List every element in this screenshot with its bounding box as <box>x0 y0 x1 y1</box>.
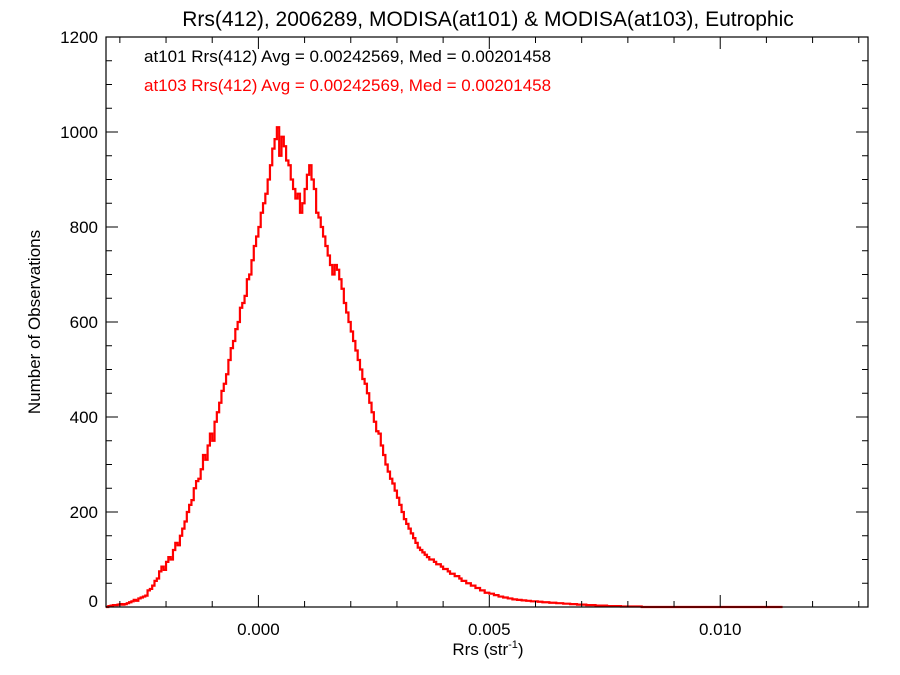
histogram-series-line <box>106 126 783 609</box>
x-axis-label: Rrs (str-1) <box>452 639 523 659</box>
y-tick-label: 800 <box>70 218 98 237</box>
x-axis-label-main: Rrs (str <box>452 640 508 659</box>
y-tick-label: 400 <box>70 408 98 427</box>
y-axis-label: Number of Observations <box>25 230 44 414</box>
y-tick-label: 0 <box>89 592 98 611</box>
stat-annotation: at103 Rrs(412) Avg = 0.00242569, Med = 0… <box>144 76 551 95</box>
x-tick-label: 0.000 <box>237 620 280 639</box>
x-tick-label: 0.005 <box>468 620 511 639</box>
stat-annotation: at101 Rrs(412) Avg = 0.00242569, Med = 0… <box>144 47 551 66</box>
x-tick-label: 0.010 <box>699 620 742 639</box>
y-tick-label: 1200 <box>60 28 98 47</box>
chart-title: Rrs(412), 2006289, MODISA(at101) & MODIS… <box>182 8 794 31</box>
y-tick-label: 200 <box>70 503 98 522</box>
x-axis-label-superscript: -1 <box>508 639 518 651</box>
y-tick-label: 600 <box>70 313 98 332</box>
y-tick-label: 1000 <box>60 123 98 142</box>
plot-frame <box>105 36 869 608</box>
x-axis-label-close: ) <box>518 640 524 659</box>
